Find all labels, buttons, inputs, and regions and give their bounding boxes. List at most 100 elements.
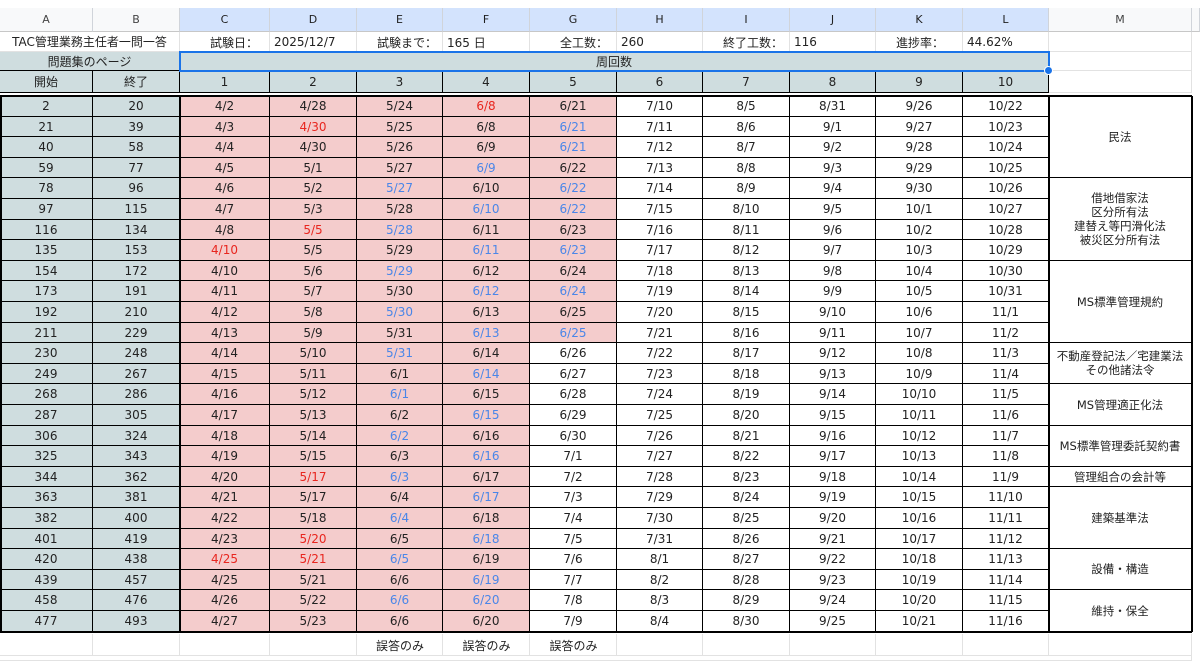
date-cell[interactable]: 6/8	[443, 96, 530, 117]
date-cell[interactable]: 10/22	[963, 96, 1049, 117]
date-cell[interactable]: 11/1	[963, 302, 1049, 323]
date-cell[interactable]: 8/25	[703, 508, 790, 529]
subject-cell[interactable]: MS標準管理委託契約書	[1049, 426, 1192, 467]
date-cell[interactable]: 7/3	[530, 487, 617, 508]
date-cell[interactable]: 9/29	[876, 158, 963, 178]
end-page-cell[interactable]: 96	[93, 178, 180, 199]
end-page-cell[interactable]: 457	[93, 570, 180, 590]
footer-cell[interactable]	[1049, 634, 1192, 656]
date-cell[interactable]: 7/23	[617, 364, 703, 384]
date-cell[interactable]: 4/15	[180, 364, 270, 384]
date-cell[interactable]: 9/23	[790, 570, 876, 590]
date-cell[interactable]: 5/21	[270, 570, 357, 590]
date-cell[interactable]: 8/29	[703, 590, 790, 611]
date-cell[interactable]: 7/12	[617, 137, 703, 158]
date-cell[interactable]: 11/12	[963, 529, 1049, 549]
date-cell[interactable]: 10/1	[876, 199, 963, 220]
date-cell[interactable]: 4/17	[180, 405, 270, 426]
end-page-cell[interactable]: 153	[93, 240, 180, 261]
date-cell[interactable]: 7/18	[617, 261, 703, 281]
date-cell[interactable]: 11/6	[963, 405, 1049, 426]
date-cell[interactable]: 9/30	[876, 178, 963, 199]
date-cell[interactable]: 7/17	[617, 240, 703, 261]
date-cell[interactable]: 7/31	[617, 529, 703, 549]
date-cell[interactable]: 5/27	[357, 178, 443, 199]
date-cell[interactable]: 5/7	[270, 281, 357, 302]
date-cell[interactable]: 6/1	[357, 364, 443, 384]
end-page-cell[interactable]: 77	[93, 158, 180, 178]
date-cell[interactable]: 6/23	[530, 220, 617, 240]
start-page-cell[interactable]: 97	[0, 199, 93, 220]
date-cell[interactable]: 8/31	[790, 96, 876, 117]
date-cell[interactable]: 5/24	[357, 96, 443, 117]
date-cell[interactable]: 7/9	[530, 611, 617, 632]
date-cell[interactable]: 8/30	[703, 611, 790, 632]
date-cell[interactable]: 4/2	[180, 96, 270, 117]
date-cell[interactable]: 6/6	[357, 570, 443, 590]
date-cell[interactable]: 10/3	[876, 240, 963, 261]
start-page-cell[interactable]: 2	[0, 96, 93, 117]
date-cell[interactable]: 9/25	[790, 611, 876, 632]
end-page-cell[interactable]: 267	[93, 364, 180, 384]
date-cell[interactable]: 8/12	[703, 240, 790, 261]
end-page-cell[interactable]: 229	[93, 323, 180, 343]
column-header-k[interactable]: K	[876, 8, 963, 32]
date-cell[interactable]: 10/30	[963, 261, 1049, 281]
start-page-cell[interactable]: 249	[0, 364, 93, 384]
date-cell[interactable]: 5/31	[357, 323, 443, 343]
date-cell[interactable]: 4/26	[180, 590, 270, 611]
date-cell[interactable]: 10/7	[876, 323, 963, 343]
date-cell[interactable]: 11/14	[963, 570, 1049, 590]
lap-header-9[interactable]: 9	[876, 71, 963, 93]
subject-cell[interactable]: MS標準管理規約	[1049, 261, 1192, 343]
footer-cell[interactable]	[617, 634, 703, 656]
date-cell[interactable]: 8/20	[703, 405, 790, 426]
subject-cell[interactable]: 民法	[1049, 96, 1192, 178]
date-cell[interactable]: 6/15	[443, 405, 530, 426]
date-cell[interactable]: 4/25	[180, 549, 270, 570]
date-cell[interactable]: 6/26	[530, 343, 617, 364]
footer-cell[interactable]	[270, 634, 357, 656]
column-header-a[interactable]: A	[0, 8, 93, 32]
end-page-cell[interactable]: 493	[93, 611, 180, 632]
date-cell[interactable]: 8/17	[703, 343, 790, 364]
date-cell[interactable]: 6/17	[443, 487, 530, 508]
date-cell[interactable]: 6/6	[357, 590, 443, 611]
start-header[interactable]: 開始	[0, 71, 93, 93]
date-cell[interactable]: 10/23	[963, 117, 1049, 137]
wrong-answers-only-note[interactable]: 誤答のみ	[549, 638, 598, 653]
date-cell[interactable]: 9/13	[790, 364, 876, 384]
date-cell[interactable]: 7/7	[530, 570, 617, 590]
date-cell[interactable]: 4/16	[180, 384, 270, 405]
date-cell[interactable]: 10/14	[876, 467, 963, 487]
m-header2-blank[interactable]	[1049, 71, 1192, 93]
date-cell[interactable]: 4/25	[180, 570, 270, 590]
date-cell[interactable]: 5/5	[270, 240, 357, 261]
start-page-cell[interactable]: 230	[0, 343, 93, 364]
date-cell[interactable]: 9/22	[790, 549, 876, 570]
date-cell[interactable]: 5/18	[270, 508, 357, 529]
date-cell[interactable]: 7/1	[530, 446, 617, 467]
date-cell[interactable]: 8/10	[703, 199, 790, 220]
date-cell[interactable]: 6/6	[357, 611, 443, 632]
date-cell[interactable]: 7/16	[617, 220, 703, 240]
date-cell[interactable]: 9/16	[790, 426, 876, 446]
date-cell[interactable]: 7/15	[617, 199, 703, 220]
column-header-c[interactable]: C	[180, 8, 270, 32]
date-cell[interactable]: 8/8	[703, 158, 790, 178]
date-cell[interactable]: 8/4	[617, 611, 703, 632]
pages-header[interactable]: 問題集のページ	[0, 52, 180, 71]
end-page-cell[interactable]: 58	[93, 137, 180, 158]
date-cell[interactable]: 7/29	[617, 487, 703, 508]
lap-header-5[interactable]: 5	[530, 71, 617, 93]
date-cell[interactable]: 6/9	[443, 158, 530, 178]
date-cell[interactable]: 6/20	[443, 611, 530, 632]
date-cell[interactable]: 8/1	[617, 549, 703, 570]
date-cell[interactable]: 4/7	[180, 199, 270, 220]
date-cell[interactable]: 5/14	[270, 426, 357, 446]
end-page-cell[interactable]: 362	[93, 467, 180, 487]
date-cell[interactable]: 7/8	[530, 590, 617, 611]
date-cell[interactable]: 8/7	[703, 137, 790, 158]
date-cell[interactable]: 6/12	[443, 261, 530, 281]
date-cell[interactable]: 10/9	[876, 364, 963, 384]
